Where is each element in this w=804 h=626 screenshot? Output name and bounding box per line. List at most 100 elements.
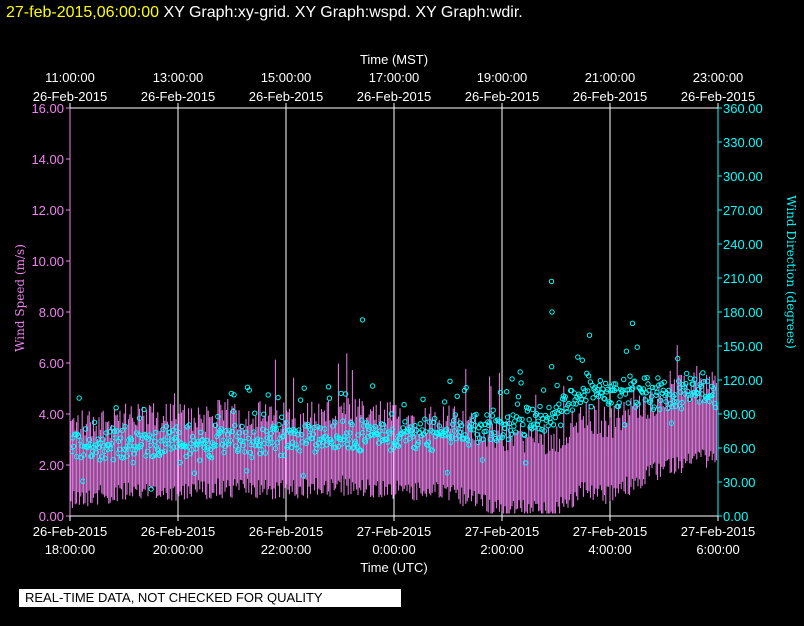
wind-direction-point [621,422,628,428]
wind-direction-series [69,278,719,492]
wind-direction-point [221,449,227,456]
wind-direction-point [399,431,405,437]
wind-direction-point [644,375,650,381]
wind-direction-point [162,441,169,447]
wind-direction-point [642,397,648,403]
wind-direction-point [672,392,678,398]
wind-direction-point [635,401,641,407]
wind-direction-point [388,411,395,417]
wind-direction-point [466,442,472,448]
wind-direction-point [504,414,511,420]
wind-direction-point [452,412,459,418]
wind-direction-point [462,432,468,438]
wind-direction-point [125,443,131,449]
wind-direction-point [506,420,513,427]
wind-direction-point [677,389,684,395]
wind-direction-point [363,420,369,426]
wind-direction-point [519,416,525,422]
wind-direction-point [360,430,366,436]
wind-direction-point [275,394,281,401]
wind-direction-point [263,428,270,434]
wind-direction-point [266,441,272,447]
wind-direction-point [113,405,119,411]
wind-direction-point [459,422,465,428]
wind-direction-point [268,430,274,437]
wind-direction-point [298,431,305,438]
wind-direction-point [213,442,219,449]
wind-direction-point [185,444,191,450]
left-tick-label: 8.00 [39,305,64,320]
wind-direction-point [131,451,137,457]
wind-direction-point [344,441,351,447]
wind-direction-point [649,384,656,391]
wind-direction-point [530,406,536,413]
wind-direction-point [468,426,474,433]
wind-direction-point [103,430,109,436]
wind-direction-point [512,418,518,424]
wind-direction-point [669,404,675,410]
wind-direction-point [520,421,526,428]
wind-direction-point [521,431,527,438]
left-tick-label: 0.00 [39,509,64,524]
wind-direction-point [671,398,677,405]
wind-direction-point [687,375,693,381]
wind-direction-point [504,389,510,395]
wind-direction-point [93,449,100,456]
wind-direction-point [272,445,279,452]
wind-direction-point [164,434,171,440]
wind-direction-point [690,381,696,387]
wind-direction-point [141,406,147,413]
wind-direction-point [119,427,126,434]
wind-direction-point [230,408,236,415]
bottom-tick-date: 26-Feb-2015 [33,524,107,539]
wind-direction-point [531,421,537,427]
wind-direction-point [304,438,310,444]
wind-direction-point [324,442,330,448]
wind-direction-point [656,382,662,388]
wind-direction-point [342,391,349,397]
wind-direction-point [698,383,704,390]
wind-direction-point [144,448,151,455]
wind-direction-point [273,427,279,433]
wind-direction-point [608,400,614,406]
wind-direction-point [657,397,664,403]
wind-direction-point [398,430,405,436]
wind-direction-point [495,435,502,441]
wind-direction-point [258,437,264,443]
wind-direction-point [281,452,288,459]
wind-direction-point [239,423,245,430]
wind-direction-point [696,399,702,405]
wind-direction-point [235,447,242,453]
top-axis-label: Time (MST) [360,52,428,67]
left-axis-label: Wind Speed (m/s) [13,244,27,352]
wind-direction-point [432,415,438,422]
wind-direction-point [700,370,706,376]
wind-direction-point [310,431,316,437]
wind-direction-point [515,394,522,400]
wind-direction-point [218,426,225,432]
top-tick-time: 13:00:00 [153,70,204,85]
wind-direction-point [511,423,517,429]
wind-direction-point [651,404,657,410]
wind-direction-point [625,400,631,406]
wind-direction-point [227,437,234,444]
wind-direction-point [372,423,378,430]
wind-direction-point [360,423,367,429]
wind-direction-point [448,439,454,445]
wind-direction-point [117,435,124,441]
wind-direction-point [441,433,447,439]
wind-direction-point [627,373,633,379]
wind-direction-point [704,378,711,384]
wind-direction-point [71,443,77,450]
wind-direction-point [153,444,160,450]
wind-direction-point [561,396,567,402]
top-tick-date: 26-Feb-2015 [465,89,539,104]
wind-direction-point [454,393,460,399]
bottom-tick-time: 0:00:00 [372,542,415,557]
wind-direction-point [100,443,107,449]
wind-direction-point [409,431,415,437]
wind-direction-point [172,434,179,441]
wind-direction-point [335,443,342,450]
wind-direction-point [475,439,481,446]
